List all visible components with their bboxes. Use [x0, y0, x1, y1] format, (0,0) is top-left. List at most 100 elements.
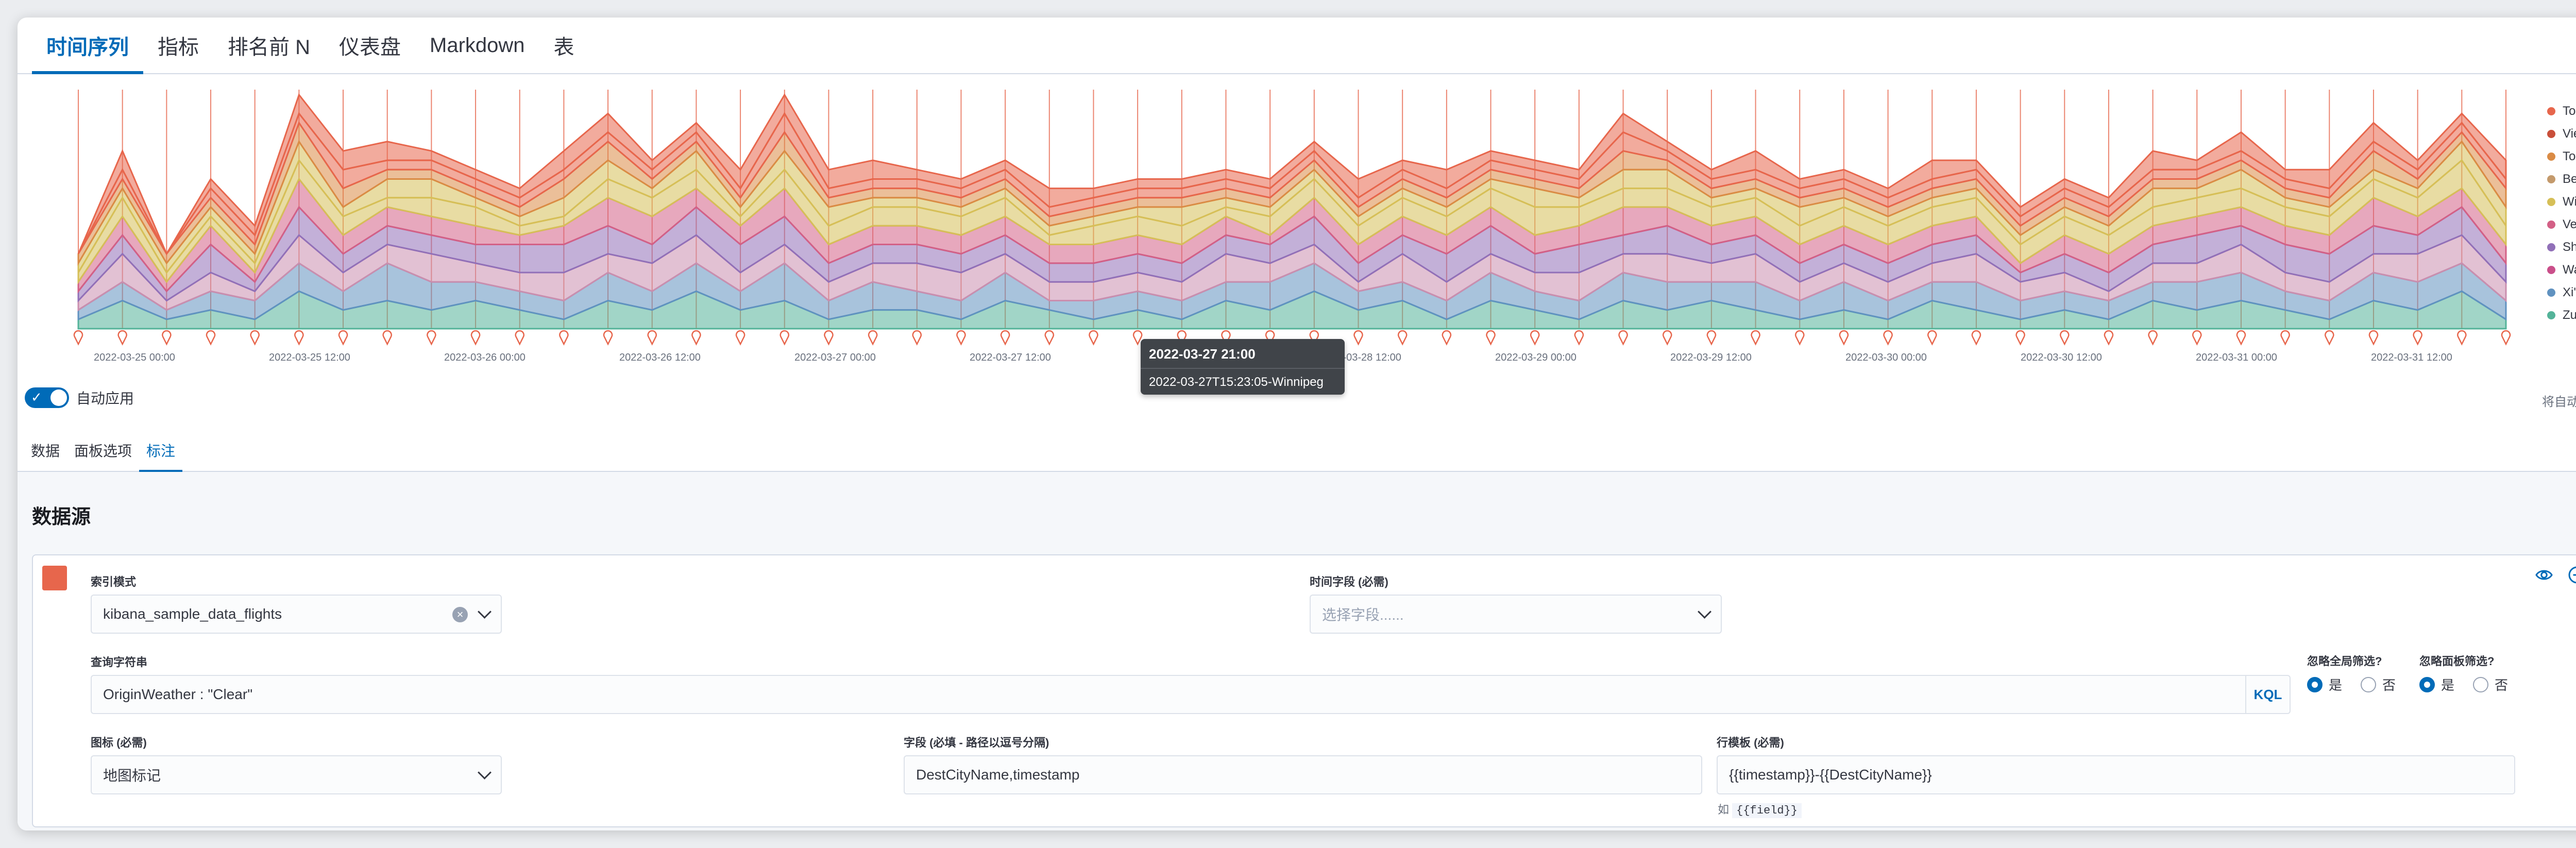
add-circle-icon[interactable] — [2568, 566, 2576, 584]
legend-item[interactable]: Verona — [2547, 213, 2576, 236]
annotation-marker-icon[interactable] — [1618, 330, 1628, 346]
series-area[interactable] — [77, 93, 2507, 256]
annotation-marker-icon[interactable] — [2015, 330, 2025, 346]
annotation-marker-icon[interactable] — [117, 330, 127, 346]
legend-item[interactable]: Tokyo — [2547, 145, 2576, 168]
annotation-marker-icon[interactable] — [1089, 330, 1098, 346]
annotation-marker-icon[interactable] — [1883, 330, 1893, 346]
annotation-marker-icon[interactable] — [1221, 330, 1231, 346]
annotation-marker-icon[interactable] — [250, 330, 260, 346]
annotation-marker-icon[interactable] — [2457, 330, 2467, 346]
annotation-marker-icon[interactable] — [294, 330, 304, 346]
annotation-marker-icon[interactable] — [2368, 330, 2379, 346]
annotation-marker-icon[interactable] — [2325, 330, 2334, 346]
tab-markdown[interactable]: Markdown — [430, 33, 525, 57]
annotation-marker-icon[interactable] — [206, 330, 216, 346]
annotation-marker-icon[interactable] — [1397, 330, 1408, 346]
radio-no[interactable] — [2473, 676, 2489, 692]
legend-item[interactable]: Belogorsk — [2547, 168, 2576, 191]
annotation-marker-icon[interactable] — [515, 330, 524, 346]
annotation-marker-icon[interactable] — [1265, 330, 1275, 346]
tab-time-series[interactable]: 时间序列 — [32, 18, 143, 74]
annotation-marker-icon[interactable] — [1574, 330, 1584, 346]
annotation-marker-icon[interactable] — [1839, 330, 1849, 346]
annotation-marker-icon[interactable] — [2413, 330, 2422, 346]
annotation-marker-icon[interactable] — [382, 330, 392, 346]
radio-yes[interactable] — [2419, 676, 2435, 692]
annotation-marker-icon[interactable] — [1177, 330, 1187, 346]
tab-top-n[interactable]: 排名前 N — [228, 36, 310, 59]
annotation-marker-icon[interactable] — [1751, 330, 1760, 346]
annotation-marker-icon[interactable] — [2060, 330, 2070, 346]
annotation-marker-icon[interactable] — [735, 330, 745, 346]
annotation-marker-icon[interactable] — [1706, 330, 1717, 346]
eye-icon[interactable] — [2535, 566, 2553, 584]
annotation-marker-icon[interactable] — [1927, 330, 1937, 346]
tab-data[interactable]: 数据 — [31, 443, 60, 459]
annotation-marker-icon[interactable] — [427, 330, 436, 346]
tab-metric[interactable]: 指标 — [158, 36, 199, 59]
query-string-input[interactable]: OriginWeather : "Clear" KQL — [91, 675, 2291, 714]
annotation-marker-icon[interactable] — [824, 330, 834, 346]
annotation-marker-icon[interactable] — [647, 330, 657, 346]
annotation-marker-icon[interactable] — [2148, 330, 2158, 346]
annotation-marker-icon[interactable] — [1971, 330, 1981, 346]
annotation-marker-icon[interactable] — [470, 330, 481, 346]
legend-item[interactable]: Shanghai — [2547, 236, 2576, 259]
row-template-label: 行模板 (必需) — [1717, 736, 1784, 749]
annotation-marker-icon[interactable] — [1353, 330, 1363, 346]
annotation-marker-icon[interactable] — [73, 330, 83, 346]
radio-no[interactable] — [2361, 676, 2377, 692]
annotation-marker-icon[interactable] — [1309, 330, 1319, 346]
annotation-marker-icon[interactable] — [2236, 330, 2246, 346]
annotation-marker-icon[interactable] — [912, 330, 922, 346]
annotation-marker-icon[interactable] — [2280, 330, 2290, 346]
annotation-marker-icon[interactable] — [956, 330, 966, 346]
kql-toggle-button[interactable]: KQL — [2245, 676, 2290, 713]
annotation-marker-icon[interactable] — [2192, 330, 2202, 346]
annotation-marker-icon[interactable] — [1044, 330, 1055, 346]
annotation-marker-icon[interactable] — [1662, 330, 1672, 346]
chart-canvas[interactable]: 2022-03-25 00:00 2022-03-25 12:00 2022-03-… — [18, 74, 2542, 394]
annotation-marker-icon[interactable] — [1486, 330, 1496, 346]
annotation-marker-icon[interactable] — [1795, 330, 1805, 346]
annotation-marker-icon[interactable] — [779, 330, 789, 346]
legend-item[interactable]: Zurich — [2547, 304, 2576, 327]
annotation-marker-icon[interactable] — [1442, 330, 1452, 346]
tab-annotations[interactable]: 标注 — [139, 430, 183, 472]
annotation-marker-icon[interactable] — [603, 330, 613, 346]
annotation-marker-icon[interactable] — [559, 330, 569, 346]
chevron-down-icon[interactable] — [1698, 605, 1711, 619]
time-series-chart[interactable]: 2022-03-25 00:00 2022-03-25 12:00 2022-03-… — [18, 74, 2576, 395]
icon-select[interactable]: 地图标记 — [91, 755, 502, 794]
chevron-down-icon[interactable] — [478, 605, 492, 619]
annotation-marker-icon[interactable] — [2501, 330, 2511, 346]
annotation-marker-icon[interactable] — [1530, 330, 1540, 346]
legend-label: Shanghai — [2563, 240, 2576, 254]
legend-item[interactable]: Warsaw — [2547, 259, 2576, 281]
tab-gauge[interactable]: 仪表盘 — [339, 36, 401, 59]
index-pattern-combobox[interactable]: kibana_sample_data_flights × — [91, 595, 502, 634]
annotation-marker-icon[interactable] — [691, 330, 701, 346]
legend-item[interactable]: Torino — [2547, 100, 2576, 123]
fields-input[interactable]: DestCityName,timestamp — [904, 755, 1702, 794]
legend-item[interactable]: Winnipeg — [2547, 191, 2576, 213]
time-field-select[interactable]: 选择字段...... — [1310, 595, 1722, 634]
radio-yes[interactable] — [2307, 676, 2323, 692]
tab-panel-options[interactable]: 面板选项 — [74, 443, 132, 459]
annotation-marker-icon[interactable] — [868, 330, 878, 346]
annotation-marker-icon[interactable] — [162, 330, 172, 346]
auto-apply-switch[interactable]: ✓ — [25, 387, 69, 408]
row-template-input[interactable]: {{timestamp}}-{{DestCityName}} — [1717, 755, 2515, 794]
annotation-marker-icon[interactable] — [1132, 330, 1143, 346]
clear-icon[interactable]: × — [452, 607, 468, 622]
legend-dot-icon — [2547, 243, 2555, 251]
annotation-marker-icon[interactable] — [338, 330, 348, 346]
chevron-down-icon[interactable] — [478, 766, 492, 779]
legend-item[interactable]: Xi'an — [2547, 281, 2576, 304]
legend-item[interactable]: Vienna — [2547, 123, 2576, 145]
annotation-color-picker[interactable] — [42, 566, 67, 590]
annotation-marker-icon[interactable] — [1000, 330, 1010, 346]
tab-table[interactable]: 表 — [553, 36, 574, 59]
annotation-marker-icon[interactable] — [2104, 330, 2114, 346]
